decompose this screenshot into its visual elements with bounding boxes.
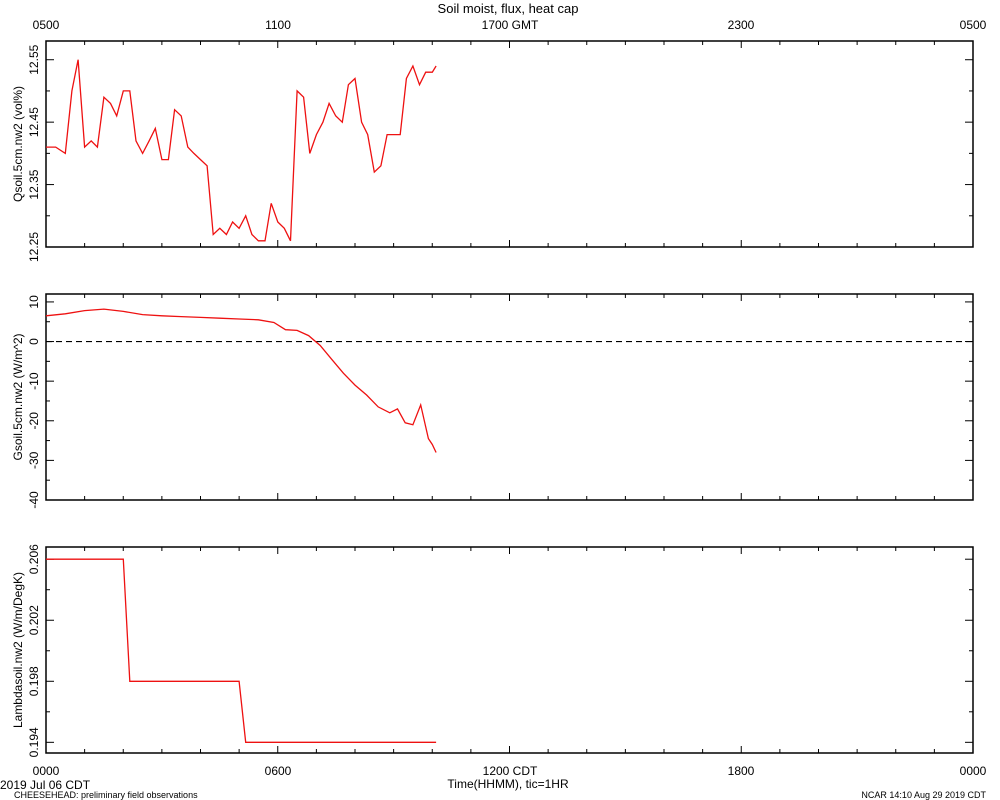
y-tick-label: 0 bbox=[27, 338, 41, 345]
top-tick-label-2: 1700 GMT bbox=[482, 18, 539, 32]
panel-gsoil-yticks: -40 -30 -20 -10 0 10 bbox=[27, 295, 973, 509]
panel-qsoil-series-line bbox=[46, 59, 437, 242]
bottom-tick-label-4: 0000 bbox=[960, 764, 987, 778]
y-tick-label: 0.194 bbox=[27, 727, 41, 757]
y-tick-label: 0.206 bbox=[27, 544, 41, 574]
panel-lambda-yticks: 0.194 0.198 0.202 0.206 bbox=[27, 544, 973, 757]
panel-qsoil-ylabel: Qsoil.5cm.nw2 (vol%) bbox=[11, 86, 25, 202]
panel-gsoil-frame bbox=[45, 293, 974, 501]
panel-qsoil-xticks bbox=[45, 41, 974, 247]
panel-qsoil: 12.25 12.35 12.45 12.55 Qsoil.5cm.nw2 (vol%… bbox=[11, 40, 974, 262]
panel-gsoil-xticks bbox=[45, 294, 974, 500]
panel-gsoil-ylabel: Gsoil.5cm.nw2 (W/m^2) bbox=[11, 334, 25, 461]
bottom-tick-label-0: 0000 bbox=[33, 764, 60, 778]
y-tick-label: 0.202 bbox=[27, 605, 41, 635]
top-tick-label-3: 2300 bbox=[728, 18, 755, 32]
panel-qsoil-yticks: 12.25 12.35 12.45 12.55 bbox=[27, 44, 973, 262]
y-tick-label: 12.25 bbox=[27, 232, 41, 262]
x-axis-label: Time(HHMM), tic=1HR bbox=[447, 777, 569, 791]
panel-lambda-xticks bbox=[45, 547, 974, 753]
y-tick-label: 12.55 bbox=[27, 44, 41, 74]
y-tick-label: -20 bbox=[27, 412, 41, 430]
panel-lambda-ylabel: Lambdasoil.nw2 (W/m/DegK) bbox=[11, 572, 25, 728]
y-tick-label: 10 bbox=[27, 295, 41, 309]
panel-gsoil-series-line bbox=[45, 308, 437, 453]
y-tick-label: 12.35 bbox=[27, 169, 41, 199]
footer-project: CHEESEHEAD: preliminary field observatio… bbox=[14, 790, 198, 800]
panel-lambda-frame bbox=[45, 546, 974, 754]
bottom-tick-label-1: 0600 bbox=[265, 764, 292, 778]
panel-lambda: 0.194 0.198 0.202 0.206 Lambdasoil.nw2 (W/m… bbox=[11, 544, 974, 757]
top-tick-label-0: 0500 bbox=[33, 18, 60, 32]
y-tick-label: 12.45 bbox=[27, 107, 41, 137]
y-tick-label: -40 bbox=[27, 491, 41, 509]
y-tick-label: 0.198 bbox=[27, 666, 41, 696]
top-tick-label-4: 0500 bbox=[960, 18, 987, 32]
panel-lambda-series-line bbox=[46, 558, 437, 743]
y-tick-label: -30 bbox=[27, 451, 41, 469]
y-tick-label: -10 bbox=[27, 372, 41, 390]
footer-credit: NCAR 14:10 Aug 29 2019 CDT bbox=[861, 790, 986, 800]
footer-date: 2019 Jul 06 CDT bbox=[0, 778, 91, 792]
panel-qsoil-frame bbox=[45, 40, 974, 248]
top-tick-label-1: 1100 bbox=[265, 18, 291, 32]
panel-gsoil: -40 -30 -20 -10 0 10 Gsoil.5cm.nw2 (W/m^2) bbox=[11, 293, 974, 509]
bottom-tick-label-2: 1200 CDT bbox=[483, 764, 538, 778]
bottom-tick-label-3: 1800 bbox=[728, 764, 755, 778]
chart-title: Soil moist, flux, heat cap bbox=[438, 1, 579, 16]
